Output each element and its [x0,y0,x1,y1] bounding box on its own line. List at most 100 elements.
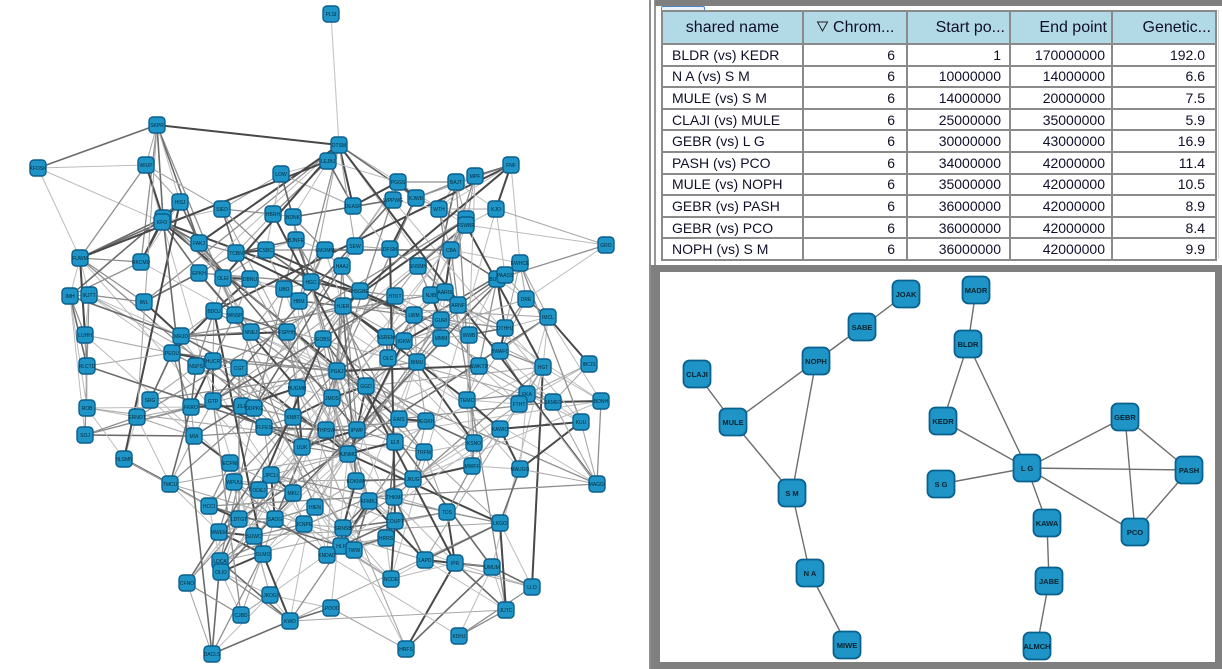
svg-text:IPWP: IPWP [351,428,364,434]
svg-text:GRO: GRO [600,243,612,249]
svg-text:LDCA: LDCA [213,559,227,565]
svg-text:KUU: KUU [576,420,587,426]
svg-text:TRFM: TRFM [417,450,431,456]
svg-text:NWKTD: NWKTD [470,364,489,370]
svg-text:CLAJI: CLAJI [686,370,708,379]
svg-text:NJIB: NJIB [426,293,438,299]
svg-text:RLCTD: RLCTD [79,364,96,370]
svg-text:OLC: OLC [383,356,394,362]
svg-text:TCBN: TCBN [229,251,243,257]
svg-text:JEGKH: JEGKH [418,419,435,425]
svg-text:SABE: SABE [852,323,873,332]
svg-text:MAGGI: MAGGI [589,482,606,488]
svg-text:ECFNI: ECFNI [223,461,238,467]
svg-text:WPPWG: WPPWG [383,198,403,204]
svg-text:FSPHH: FSPHH [279,330,296,336]
svg-text:MAUGO: MAUGO [511,467,530,473]
svg-text:COUPT: COUPT [386,519,404,525]
svg-text:RKCMD: RKCMD [132,260,151,266]
svg-text:SIED: SIED [216,207,228,213]
svg-text:MIWE: MIWE [837,641,857,650]
svg-text:BLDR: BLDR [958,340,979,349]
svg-text:PASH: PASH [1179,466,1199,475]
svg-text:PAASS: PAASS [497,273,514,279]
svg-text:KFOSK: KFOSK [30,166,48,172]
svg-text:MWEM: MWEM [211,530,227,536]
svg-text:LKGO: LKGO [493,521,507,527]
svg-text:KEDR: KEDR [932,417,954,426]
svg-text:HLSMN: HLSMN [115,457,133,463]
svg-text:KAWA: KAWA [1036,519,1059,528]
svg-text:TWW: TWW [348,548,361,554]
svg-text:DRE: DRE [521,297,532,303]
svg-text:OTHHJ: OTHHJ [497,326,514,332]
svg-text:PEOU: PEOU [165,351,180,357]
svg-text:HBM: HBM [293,299,304,305]
svg-text:HISJ: HISJ [175,200,186,206]
svg-text:FLFES: FLFES [256,425,272,431]
svg-text:MIA: MIA [190,434,200,440]
svg-text:ARNF: ARNF [451,303,465,309]
svg-text:KWD: KWD [284,619,296,625]
svg-text:JPCLI: JPCLI [264,473,278,479]
svg-text:EPKH: EPKH [192,271,206,277]
svg-text:HAAJ: HAAJ [336,264,349,270]
svg-text:EIJI: EIJI [391,440,400,446]
svg-text:LWM: LWM [408,313,419,319]
svg-text:JUTC: JUTC [500,608,513,614]
svg-text:SRG: SRG [145,398,156,404]
svg-text:OLMO: OLMO [256,552,271,558]
svg-text:SUWC: SUWC [246,534,262,540]
svg-text:IWL: IWL [140,300,149,306]
svg-text:FAKJ: FAKJ [193,241,205,247]
svg-text:BDNK: BDNK [286,215,301,221]
svg-text:IMCL: IMCL [542,315,554,321]
svg-text:KFMKJ: KFMKJ [361,499,378,505]
svg-text:LMOMM: LMOMM [315,248,334,254]
svg-text:SEW: SEW [349,244,361,250]
svg-text:S G: S G [935,480,948,489]
svg-text:PLSI: PLSI [326,12,337,18]
svg-text:WWB: WWB [463,333,476,339]
svg-text:KNBT: KNBT [286,415,299,421]
svg-text:NSPS: NSPS [189,364,203,370]
svg-text:ALMCH: ALMCH [1023,642,1050,651]
svg-text:THPSW: THPSW [317,428,335,434]
svg-text:KJWB: KJWB [409,196,424,202]
svg-text:TMCU: TMCU [163,482,178,488]
svg-text:DBNU: DBNU [243,277,258,283]
svg-text:JABE: JABE [1039,577,1059,586]
svg-text:BWAFC: BWAFC [491,349,509,355]
svg-text:CGT: CGT [234,366,245,372]
svg-text:THKMI: THKMI [386,495,402,501]
svg-text:KJO: KJO [491,207,501,213]
svg-text:HUCR: HUCR [206,359,221,365]
svg-text:BIMU: BIMU [411,360,424,366]
svg-text:SKMEC: SKMEC [544,400,562,406]
svg-text:ERNOT: ERNOT [128,415,146,421]
svg-text:GURI: GURI [435,318,448,324]
svg-text:WPUU: WPUU [226,480,242,486]
svg-text:MMM: MMM [435,336,448,342]
svg-text:DEASF: DEASF [345,204,362,210]
svg-text:FTHT: FTHT [513,402,526,408]
svg-text:KAWIO: KAWIO [492,427,509,433]
svg-text:HRFS: HRFS [399,647,413,653]
svg-text:LDTGT: LDTGT [231,517,247,523]
svg-text:LPDOO: LPDOO [322,606,340,612]
svg-text:ROB: ROB [82,406,94,412]
svg-text:MRJD: MRJD [174,334,188,340]
svg-text:BDNH: BDNH [594,399,609,405]
svg-text:NCDE: NCDE [384,577,399,583]
svg-text:IKJTT: IKJTT [82,293,95,299]
svg-text:JKOG: JKOG [263,593,277,599]
svg-text:ODPKG: ODPKG [245,406,263,412]
svg-text:CJBD: CJBD [234,613,247,619]
svg-text:SNSMH: SNSMH [409,264,427,270]
svg-text:WTH: WTH [433,207,445,213]
svg-text:HSGBE: HSGBE [351,289,369,295]
svg-text:BJNFE: BJNFE [288,238,305,244]
svg-text:EWHCE: EWHCE [511,261,530,267]
svg-text:MWFF: MWFF [465,464,480,470]
svg-text:KFO: KFO [157,220,167,226]
